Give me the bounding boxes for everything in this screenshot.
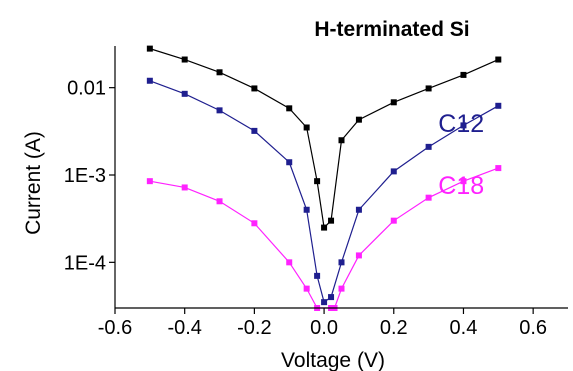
series-3-point [286,259,293,266]
series-2-point [181,90,188,97]
series-1-point [355,116,362,123]
series-1-point [181,56,188,63]
y-axis-ticks: 1E-4 1E-3 0.01 [64,78,115,274]
series-label: C12 [438,110,484,138]
series-2-point [355,206,362,213]
y-tick-label: 1E-4 [64,252,106,274]
series-1-point [321,224,328,231]
x-axis-ticks: -0.6 -0.4 -0.2 0.0 0.2 0.4 0.6 [98,308,547,339]
series-2-point [216,107,223,114]
series-2-point [146,77,153,84]
series-3-point [303,285,310,292]
series-1-point [216,69,223,76]
y-axis-title: Current (A) [22,131,45,235]
y-tick-label: 1E-3 [64,165,106,187]
series-1-point [425,85,432,92]
series-3-point [181,184,188,191]
series-3-point [355,252,362,259]
series-2-point [338,259,345,266]
x-tick-label: 0.4 [450,317,478,339]
series-1-point [146,45,153,52]
series-2-point [286,159,293,166]
x-axis-title: Voltage (V) [281,349,385,371]
x-tick-label: -0.2 [237,317,271,339]
series-2-point [303,206,310,213]
series-2-point [390,168,397,175]
series-1-point [390,99,397,106]
series-2-point [314,272,321,279]
series-3-point [251,220,258,227]
series-3-point [425,194,432,201]
series-3-point [495,165,502,172]
series-3-point [338,285,345,292]
series-1-point [251,85,258,92]
series-2-point [321,299,328,306]
series-1-point [338,137,345,144]
series-2-point [495,102,502,109]
series-3-point [216,198,223,205]
series-3-point [390,217,397,224]
series-3-point [460,178,467,185]
x-tick-label: -0.6 [98,317,132,339]
series-2-point [425,143,432,150]
series-labels: C12 C18 [438,110,484,200]
series-1-point [328,217,335,224]
x-tick-label: 0.2 [380,317,408,339]
series-2-point [251,127,258,134]
series-1-line [149,48,499,229]
x-tick-label: 0.6 [519,317,547,339]
series-1-point [314,178,321,185]
series-2-point [328,294,335,301]
x-tick-label: 0.0 [310,317,338,339]
chart-title: H-terminated Si [314,18,469,41]
series-3-point [146,178,153,185]
series-1-point [460,71,467,78]
series-label: C18 [438,172,484,200]
series-1-point [495,56,502,63]
y-tick-label: 0.01 [67,78,106,100]
series-1-point [303,124,310,131]
x-tick-label: -0.4 [167,317,201,339]
series-2-point [460,122,467,129]
series-1-point [286,105,293,112]
